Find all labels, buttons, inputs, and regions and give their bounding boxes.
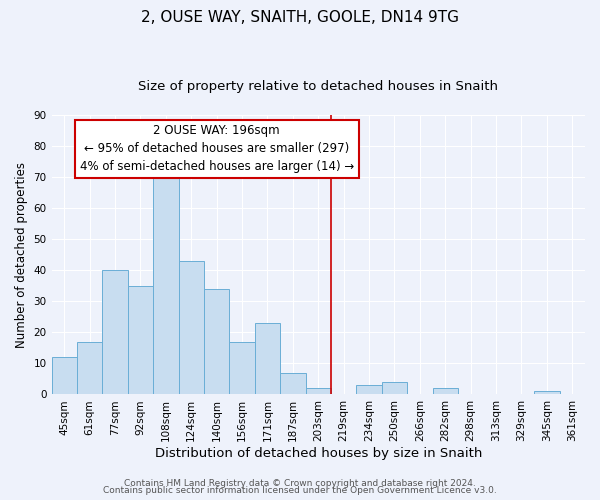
Bar (356, 385, 382, 394)
Bar (305, 388, 331, 394)
Title: Size of property relative to detached houses in Snaith: Size of property relative to detached ho… (138, 80, 498, 93)
Y-axis label: Number of detached properties: Number of detached properties (15, 162, 28, 348)
Bar (534, 392, 560, 394)
Bar (382, 382, 407, 394)
Bar (77, 342, 103, 394)
X-axis label: Distribution of detached houses by size in Snaith: Distribution of detached houses by size … (155, 447, 482, 460)
Bar (433, 388, 458, 394)
Bar (103, 270, 128, 394)
Bar (255, 323, 280, 394)
Text: Contains public sector information licensed under the Open Government Licence v3: Contains public sector information licen… (103, 486, 497, 495)
Text: Contains HM Land Registry data © Crown copyright and database right 2024.: Contains HM Land Registry data © Crown c… (124, 478, 476, 488)
Text: 2 OUSE WAY: 196sqm
← 95% of detached houses are smaller (297)
4% of semi-detache: 2 OUSE WAY: 196sqm ← 95% of detached hou… (80, 124, 354, 174)
Bar (128, 286, 153, 395)
Bar (229, 342, 255, 394)
Text: 2, OUSE WAY, SNAITH, GOOLE, DN14 9TG: 2, OUSE WAY, SNAITH, GOOLE, DN14 9TG (141, 10, 459, 25)
Bar (153, 164, 179, 394)
Bar (280, 372, 305, 394)
Bar (179, 261, 204, 394)
Bar (204, 289, 229, 395)
Bar (52, 357, 77, 395)
